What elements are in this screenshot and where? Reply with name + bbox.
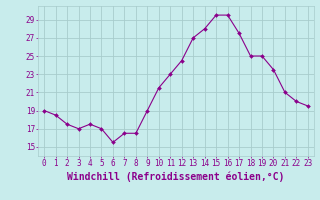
X-axis label: Windchill (Refroidissement éolien,°C): Windchill (Refroidissement éolien,°C) <box>67 171 285 182</box>
